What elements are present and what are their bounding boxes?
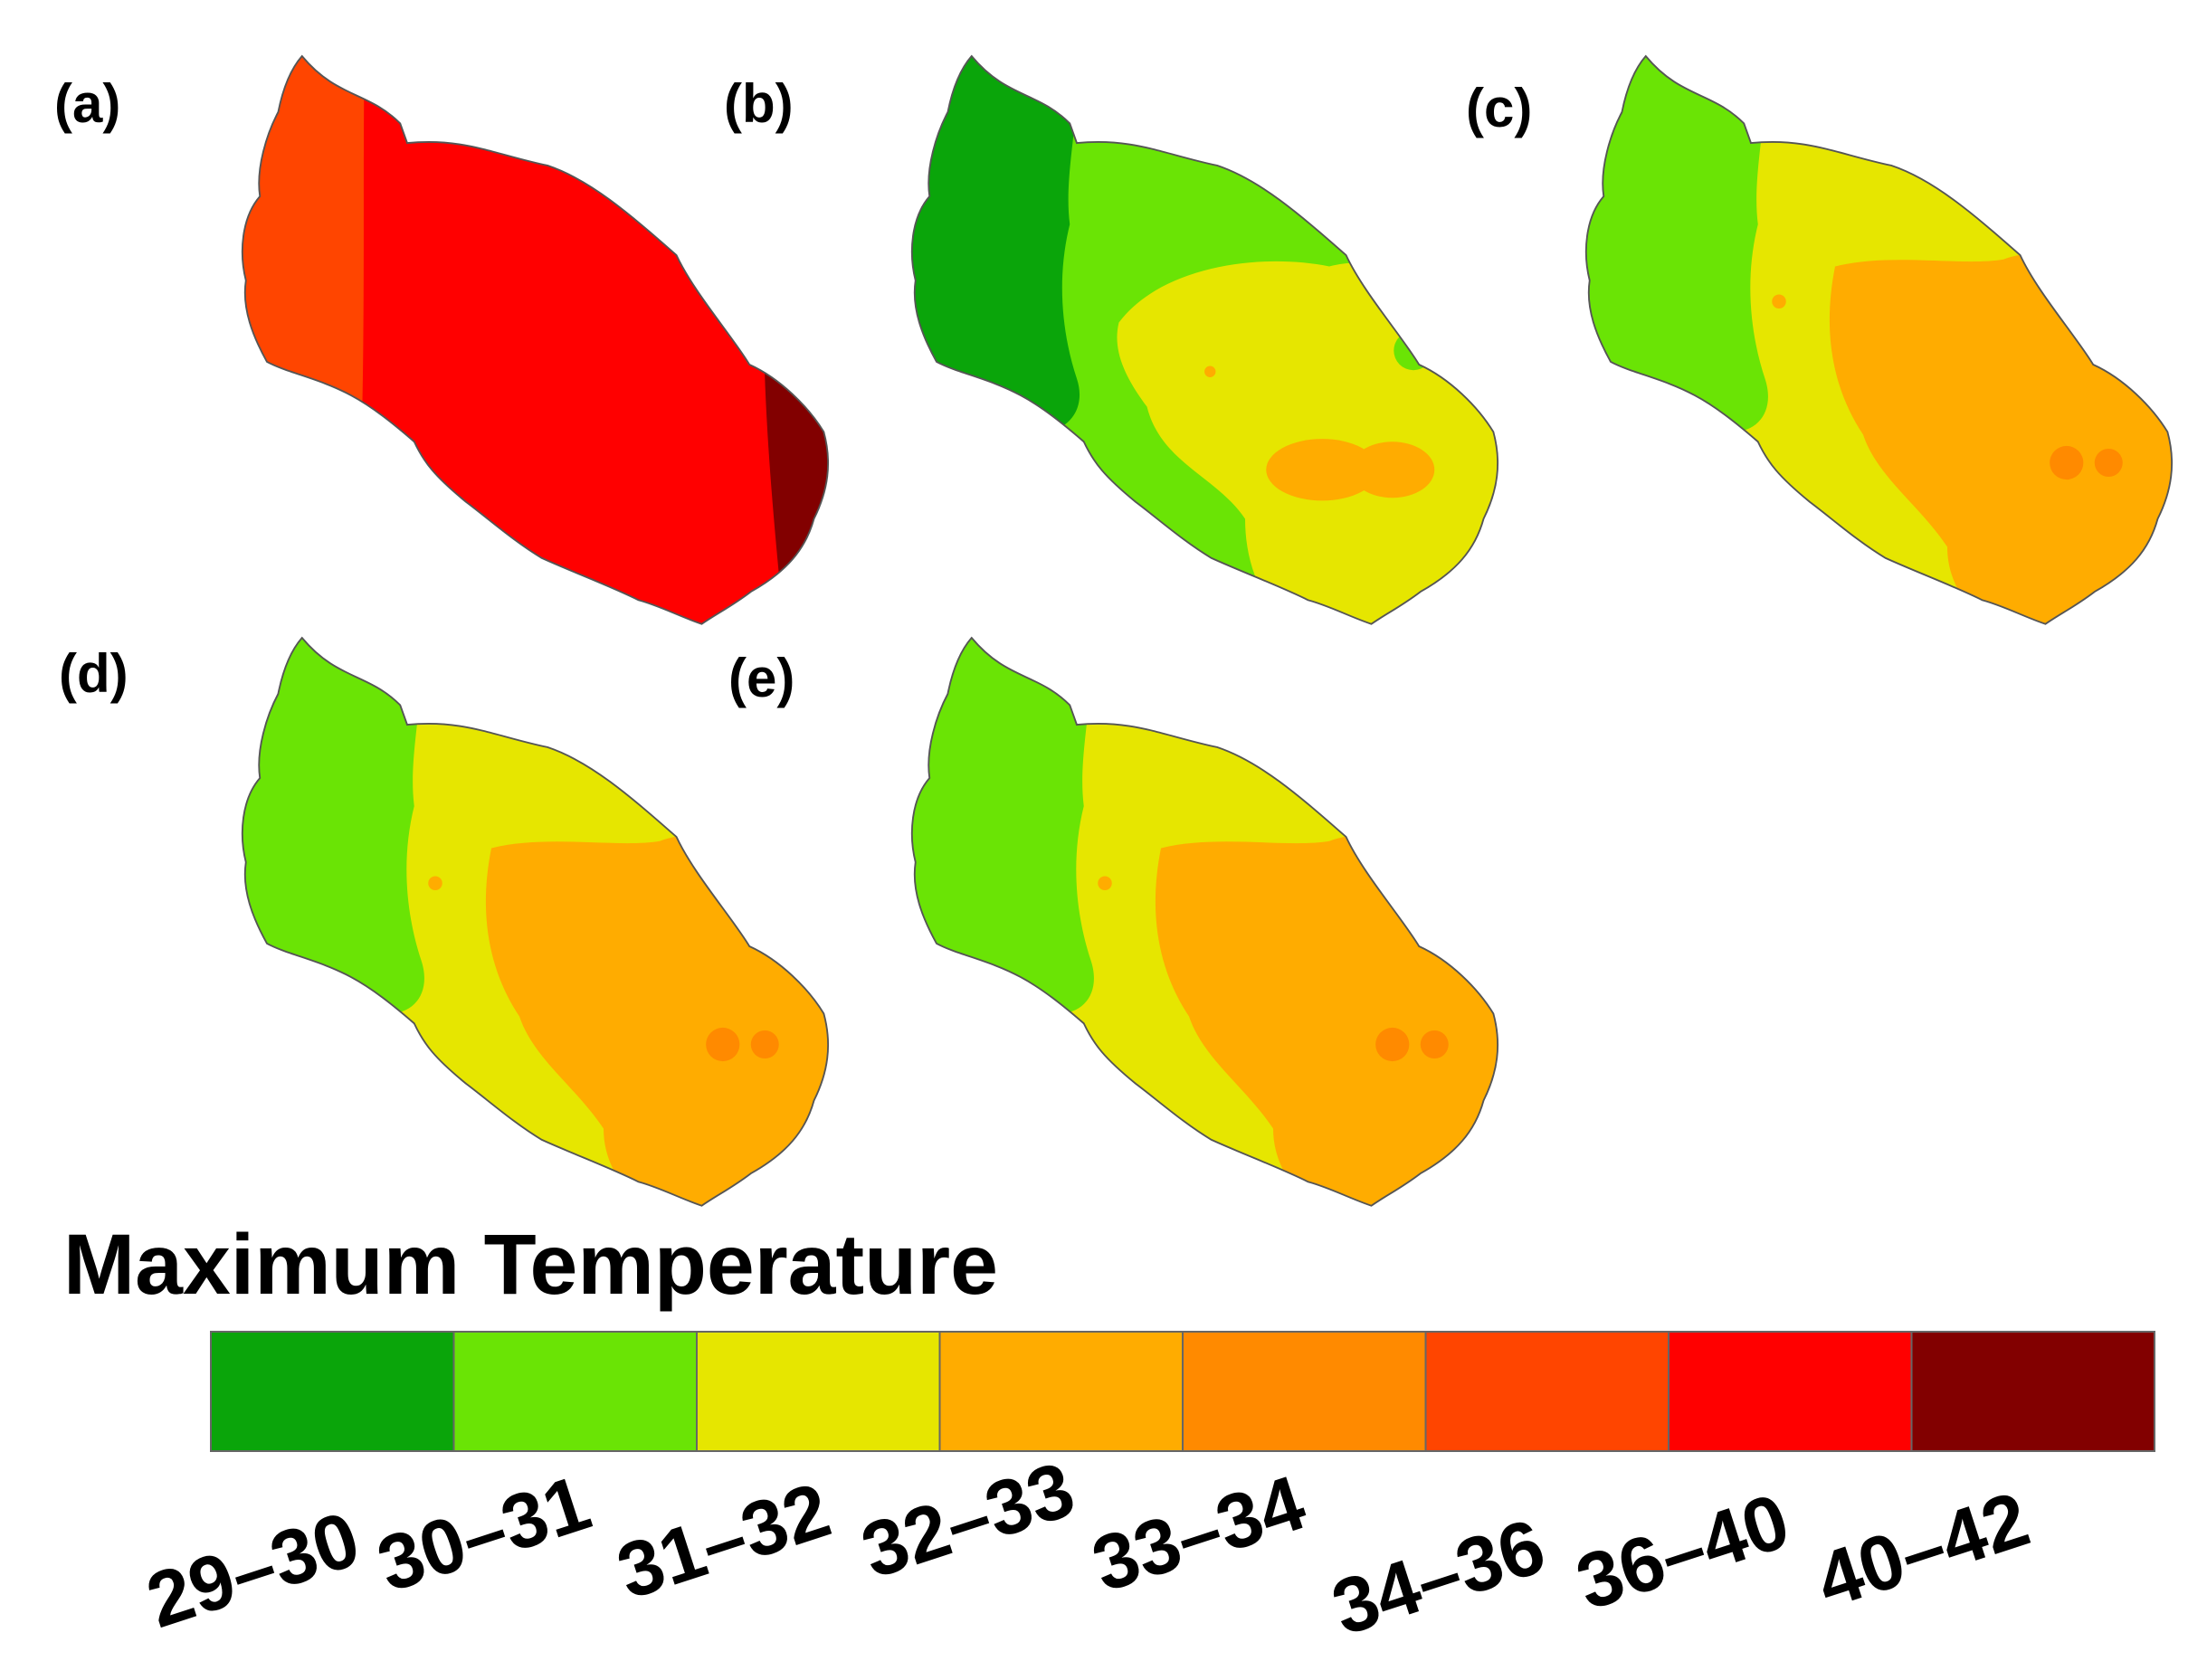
legend-title: Maximum Temperature <box>63 1217 998 1313</box>
legend-swatch-32-33 <box>938 1331 1184 1452</box>
zone-32-33 <box>1266 439 1379 501</box>
legend-label-40-42: 40–42 <box>1806 1476 2039 1625</box>
panel-label-b: (b) <box>724 73 794 134</box>
zone-32-33 <box>1829 253 2173 624</box>
map-panel-e <box>910 637 1499 1207</box>
panel-label-e: (e) <box>728 648 794 708</box>
legend-swatch-33-34 <box>1182 1331 1427 1452</box>
map-panel-a <box>241 55 830 625</box>
legend-swatch-40-42 <box>1910 1331 2155 1452</box>
map-panel-d <box>241 637 830 1207</box>
legend-swatch-31-32 <box>696 1331 941 1452</box>
zone-29-30 <box>911 56 1080 432</box>
zone-33-34 <box>1375 1027 1410 1062</box>
legend-label-31-32: 31–32 <box>607 1466 840 1616</box>
legend-color-bar <box>210 1331 2155 1452</box>
zone-30-31 <box>911 638 1094 1014</box>
zone-30-31 <box>1585 56 1768 432</box>
legend-label-32-33: 32–33 <box>851 1446 1084 1595</box>
legend-label-30-31: 30–31 <box>367 1459 600 1609</box>
legend-swatch-36-40 <box>1668 1331 1913 1452</box>
panel-label-c: (c) <box>1466 78 1532 138</box>
legend-swatch-34-36 <box>1424 1331 1670 1452</box>
map-panel-c <box>1584 55 2174 625</box>
legend-swatch-29-30 <box>210 1331 455 1452</box>
panel-label-d: (d) <box>59 643 128 704</box>
zone-33-34 <box>2050 445 2084 480</box>
zone-32-33 <box>485 835 829 1206</box>
zone-32-33 <box>1155 835 1498 1206</box>
legend-label-34-36: 34–36 <box>1322 1503 1555 1652</box>
zone-34-36 <box>242 56 366 407</box>
panel-label-a: (a) <box>54 73 120 134</box>
zone-33-34 <box>706 1027 740 1062</box>
zone-30-31 <box>242 638 424 1014</box>
zone-36-40 <box>242 56 829 624</box>
legend-swatch-30-31 <box>452 1331 698 1452</box>
legend-label-29-30: 29–30 <box>137 1495 369 1645</box>
legend-label-36-40: 36–40 <box>1566 1477 1799 1627</box>
legend-label-33-34: 33–34 <box>1082 1459 1315 1609</box>
